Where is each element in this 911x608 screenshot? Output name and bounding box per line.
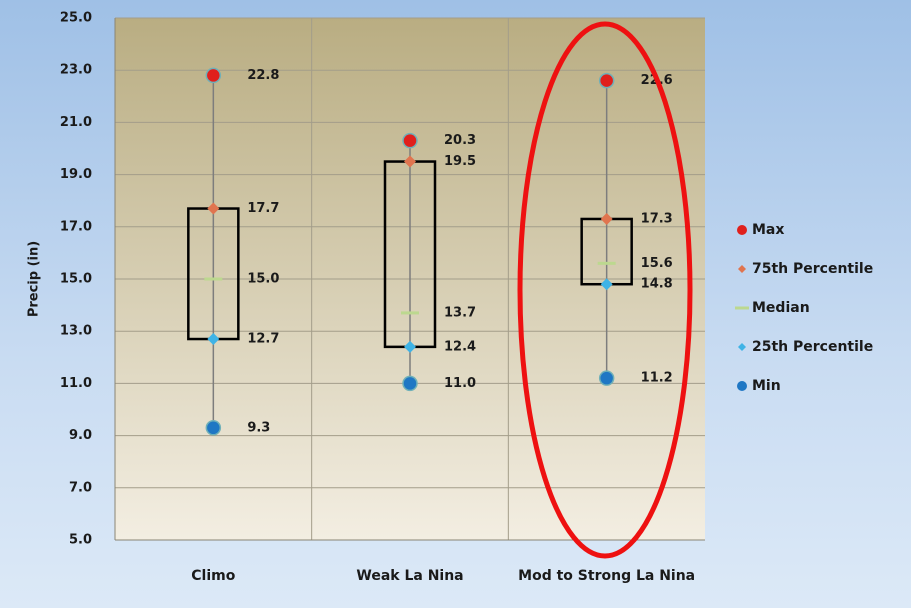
legend-label: Median — [752, 300, 810, 316]
value-label: 13.7 — [444, 305, 476, 320]
value-label: 22.8 — [247, 68, 279, 83]
value-label: 14.8 — [641, 277, 673, 292]
value-label: 17.3 — [641, 211, 673, 226]
x-tick-label: Weak La Nina — [356, 568, 464, 584]
point-circle — [205, 420, 222, 436]
legend-label: 75th Percentile — [752, 261, 873, 277]
value-label: 12.4 — [444, 339, 476, 354]
y-tick-label: 7.0 — [69, 480, 92, 495]
value-label: 17.7 — [247, 201, 279, 216]
x-tick-label: Mod to Strong La Nina — [518, 568, 696, 584]
value-label: 15.6 — [641, 256, 673, 271]
y-tick-label: 19.0 — [60, 167, 92, 182]
y-tick-label: 11.0 — [60, 376, 92, 391]
legend-marker — [737, 381, 747, 391]
y-tick-label: 15.0 — [60, 272, 92, 287]
point-diamond — [207, 333, 220, 346]
y-tick-label: 5.0 — [69, 533, 92, 548]
point-dash — [597, 261, 616, 265]
highlight-ellipse — [517, 21, 693, 559]
legend-marker — [738, 265, 746, 273]
value-label: 11.2 — [641, 371, 673, 386]
value-label: 9.3 — [247, 420, 270, 435]
point-circle — [402, 132, 418, 149]
legend-label: Max — [752, 222, 784, 238]
point-diamond — [404, 340, 416, 353]
y-tick-label: 17.0 — [60, 219, 92, 234]
y-tick-label: 13.0 — [60, 324, 92, 339]
point-circle — [402, 375, 418, 392]
legend-label: Min — [752, 378, 781, 394]
point-diamond — [207, 202, 220, 215]
value-label: 19.5 — [444, 154, 476, 169]
legend-marker — [735, 306, 749, 310]
point-circle — [598, 370, 615, 386]
x-tick-label: Climo — [191, 568, 236, 584]
point-circle — [205, 67, 222, 84]
y-tick-label: 9.0 — [69, 428, 92, 443]
point-diamond — [404, 155, 416, 168]
value-label: 15.0 — [247, 272, 279, 287]
y-tick-label: 21.0 — [60, 115, 92, 130]
value-label: 11.0 — [444, 376, 476, 391]
y-tick-label: 23.0 — [60, 63, 92, 78]
point-circle — [598, 72, 615, 89]
legend-marker — [738, 343, 746, 351]
legend-marker — [737, 225, 747, 235]
value-label: 20.3 — [444, 133, 476, 148]
legend-label: 25th Percentile — [752, 339, 873, 355]
point-dash — [204, 277, 223, 281]
value-label: 12.7 — [247, 332, 279, 347]
y-tick-label: 25.0 — [60, 11, 92, 26]
point-diamond — [600, 278, 613, 291]
point-diamond — [600, 212, 613, 225]
y-axis-label: Precip (in) — [27, 241, 42, 317]
point-dash — [401, 311, 419, 315]
